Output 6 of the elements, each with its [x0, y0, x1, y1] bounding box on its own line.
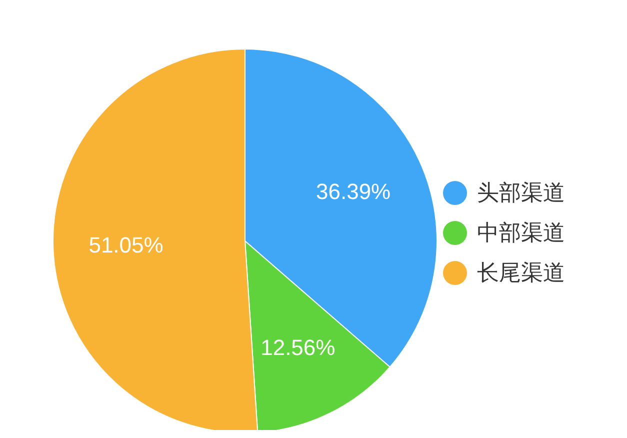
legend-label: 中部渠道	[477, 220, 565, 248]
data-label: 51.05%	[88, 232, 164, 258]
legend-label: 头部渠道	[477, 180, 565, 208]
data-label: 36.39%	[316, 179, 391, 204]
data-label: 12.56%	[260, 335, 336, 360]
legend-label: 长尾渠道	[477, 260, 565, 288]
